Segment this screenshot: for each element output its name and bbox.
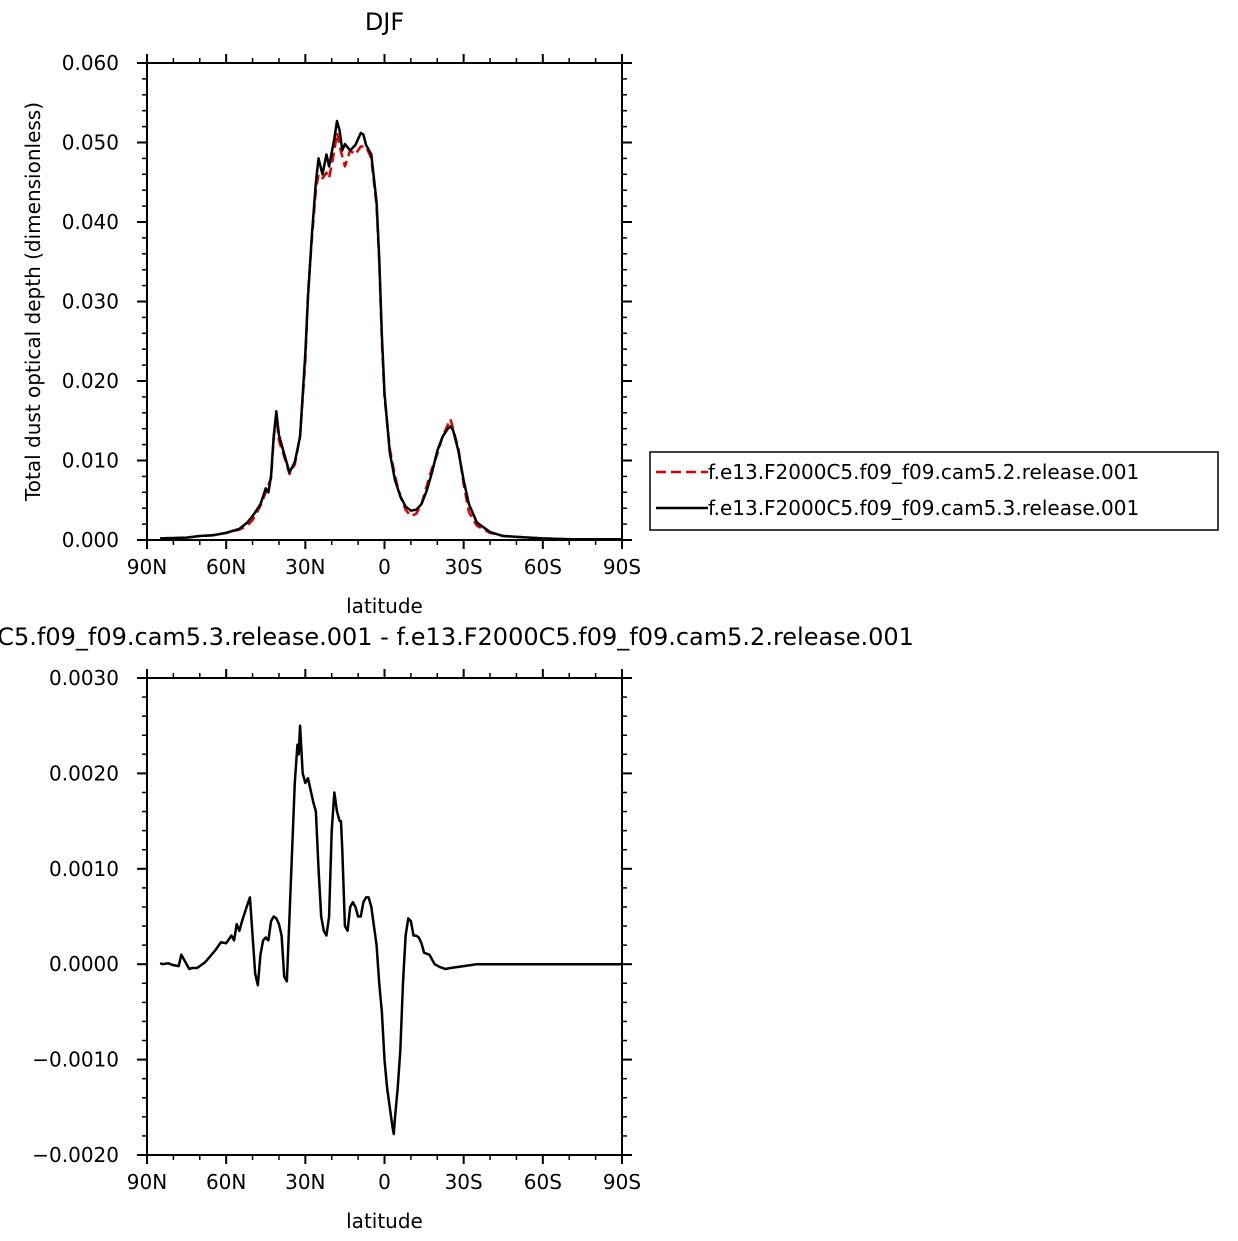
y-tick-label: 0.0010 bbox=[49, 857, 119, 881]
chart-title: DJF bbox=[365, 8, 404, 36]
y-axis-label: Total dust optical depth (dimensionless) bbox=[21, 102, 45, 502]
x-tick-label: 30N bbox=[285, 555, 325, 579]
y-tick-label: 0.000 bbox=[62, 528, 119, 552]
y-tick-label: 0.030 bbox=[62, 290, 119, 314]
x-tick-label: 0 bbox=[378, 1170, 391, 1194]
chart-panel-2: f.e13.F2000C5.f09_f09.cam5.3.release.001… bbox=[0, 623, 914, 1233]
y-tick-label: −0.0020 bbox=[32, 1143, 119, 1167]
y-tick-label: 0.0000 bbox=[49, 952, 119, 976]
x-tick-label: 90S bbox=[603, 555, 641, 579]
legend-label-2: f.e13.F2000C5.f09_f09.cam5.3.release.001 bbox=[708, 496, 1139, 520]
series-line-1 bbox=[160, 131, 622, 541]
legend-label-1: f.e13.F2000C5.f09_f09.cam5.2.release.001 bbox=[708, 460, 1139, 484]
x-tick-label: 90S bbox=[603, 1170, 641, 1194]
x-tick-label: 0 bbox=[378, 555, 391, 579]
x-axis-label: latitude bbox=[346, 594, 423, 618]
x-tick-label: 30S bbox=[445, 555, 483, 579]
chart-panel-1: DJF 90N 60N 30N 0 30S 60S 90S 0.000 0.010 0.020 0.0… bbox=[21, 8, 1219, 618]
y-tick-label: 0.0020 bbox=[49, 761, 119, 785]
x-tick-label: 30N bbox=[285, 1170, 325, 1194]
x-tick-label: 90N bbox=[127, 555, 167, 579]
y-tick-label: 0.010 bbox=[62, 449, 119, 473]
x-tick-label: 30S bbox=[445, 1170, 483, 1194]
series-line-2 bbox=[160, 119, 622, 541]
y-tick-label: 0.040 bbox=[62, 210, 119, 234]
plot-frame bbox=[146, 677, 623, 1156]
x-tick-label: 60N bbox=[206, 1170, 246, 1194]
y-tick-label: 0.020 bbox=[62, 369, 119, 393]
y-tick-label: −0.0010 bbox=[32, 1048, 119, 1072]
x-tick-label: 90N bbox=[127, 1170, 167, 1194]
x-axis-label: latitude bbox=[346, 1209, 423, 1233]
x-tick-label: 60N bbox=[206, 555, 246, 579]
y-tick-label: 0.0030 bbox=[49, 666, 119, 690]
y-tick-label: 0.060 bbox=[62, 51, 119, 75]
series-line-1 bbox=[159, 724, 622, 1136]
legend-box bbox=[649, 451, 1219, 531]
y-tick-label: 0.050 bbox=[62, 131, 119, 155]
chart-title: f.e13.F2000C5.f09_f09.cam5.3.release.001… bbox=[0, 623, 914, 651]
x-tick-label: 60S bbox=[524, 1170, 562, 1194]
legend: f.e13.F2000C5.f09_f09.cam5.2.release.001… bbox=[649, 451, 1219, 531]
plot-frame bbox=[146, 62, 623, 541]
x-tick-label: 60S bbox=[524, 555, 562, 579]
